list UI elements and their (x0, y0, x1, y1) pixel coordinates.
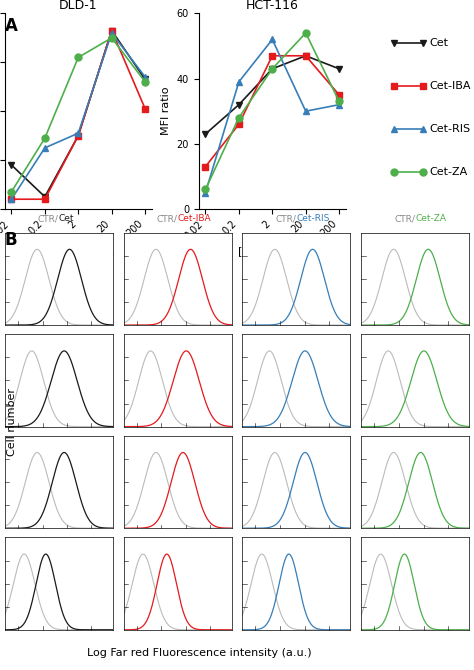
Cet (269, 65, 275, 73)
Line: Cet: Cet (8, 27, 149, 200)
Cet-RIS (42, 144, 48, 152)
Cet-RIS (142, 73, 148, 81)
X-axis label: [mAb]μg/mL: [mAb]μg/mL (44, 247, 113, 257)
Line: Cet-RIS: Cet-RIS (202, 36, 343, 196)
Cet-ZA (236, 114, 242, 122)
Y-axis label: MFI ratio: MFI ratio (161, 87, 171, 135)
Text: Cell number: Cell number (7, 388, 17, 456)
Text: Log Far red Fluorescence intensity (a.u.): Log Far red Fluorescence intensity (a.u.… (87, 648, 311, 658)
Cet-IBA (75, 131, 81, 139)
Cet (42, 193, 48, 201)
Line: Cet-IBA: Cet-IBA (8, 27, 149, 203)
Text: CTR/: CTR/ (38, 214, 59, 224)
Text: A: A (5, 17, 18, 35)
Cet (9, 161, 14, 169)
Cet-ZA (109, 34, 115, 42)
Cet-ZA (42, 134, 48, 142)
Text: Cet-ZA: Cet-ZA (415, 214, 446, 224)
Cet-ZA (303, 29, 309, 37)
Cet (236, 100, 242, 109)
Cet-IBA (9, 195, 14, 203)
Cet-RIS (9, 195, 14, 203)
Line: Cet-IBA: Cet-IBA (202, 52, 343, 170)
Cet-ZA (202, 186, 208, 194)
Title: DLD-1: DLD-1 (59, 0, 98, 12)
Cet-RIS (109, 29, 115, 37)
Cet-RIS (303, 107, 309, 115)
Cet-IBA (142, 105, 148, 113)
Cet-ZA (337, 97, 342, 105)
Text: Cet-RIS: Cet-RIS (296, 214, 330, 224)
Text: Cet: Cet (429, 38, 448, 48)
Text: Cet-ZA: Cet-ZA (429, 167, 468, 177)
Cet-IBA (42, 195, 48, 203)
Cet-IBA (236, 120, 242, 128)
Text: Cet-RIS: Cet-RIS (429, 124, 471, 134)
Cet-IBA (202, 163, 208, 171)
Cet-RIS (202, 189, 208, 197)
Cet-RIS (337, 100, 342, 109)
Cet (303, 52, 309, 60)
Cet-IBA (303, 52, 309, 60)
Cet-RIS (236, 78, 242, 86)
Text: Cet-IBA: Cet-IBA (178, 214, 211, 224)
Cet (337, 65, 342, 73)
Text: CTR/: CTR/ (394, 214, 415, 224)
Text: CTR/: CTR/ (275, 214, 296, 224)
Text: Cet-IBA: Cet-IBA (429, 81, 471, 90)
Cet-RIS (269, 36, 275, 44)
Cet (142, 76, 148, 84)
Cet-IBA (269, 52, 275, 60)
Cet-IBA (109, 27, 115, 35)
Cet-ZA (269, 65, 275, 73)
Cet-ZA (142, 78, 148, 86)
Cet-ZA (75, 54, 81, 62)
Cet-IBA (337, 91, 342, 99)
Cet (109, 27, 115, 35)
Line: Cet-RIS: Cet-RIS (8, 29, 149, 203)
Line: Cet-ZA: Cet-ZA (202, 29, 343, 193)
Line: Cet-ZA: Cet-ZA (8, 34, 149, 196)
Cet-ZA (9, 188, 14, 196)
Text: Cet: Cet (59, 214, 74, 224)
X-axis label: [mAb]μg/mL: [mAb]μg/mL (237, 247, 307, 257)
Line: Cet: Cet (202, 52, 343, 137)
Cet (75, 131, 81, 139)
Text: B: B (5, 231, 18, 249)
Text: CTR/: CTR/ (157, 214, 178, 224)
Title: HCT-116: HCT-116 (246, 0, 299, 12)
Cet-RIS (75, 129, 81, 137)
Cet (202, 130, 208, 138)
